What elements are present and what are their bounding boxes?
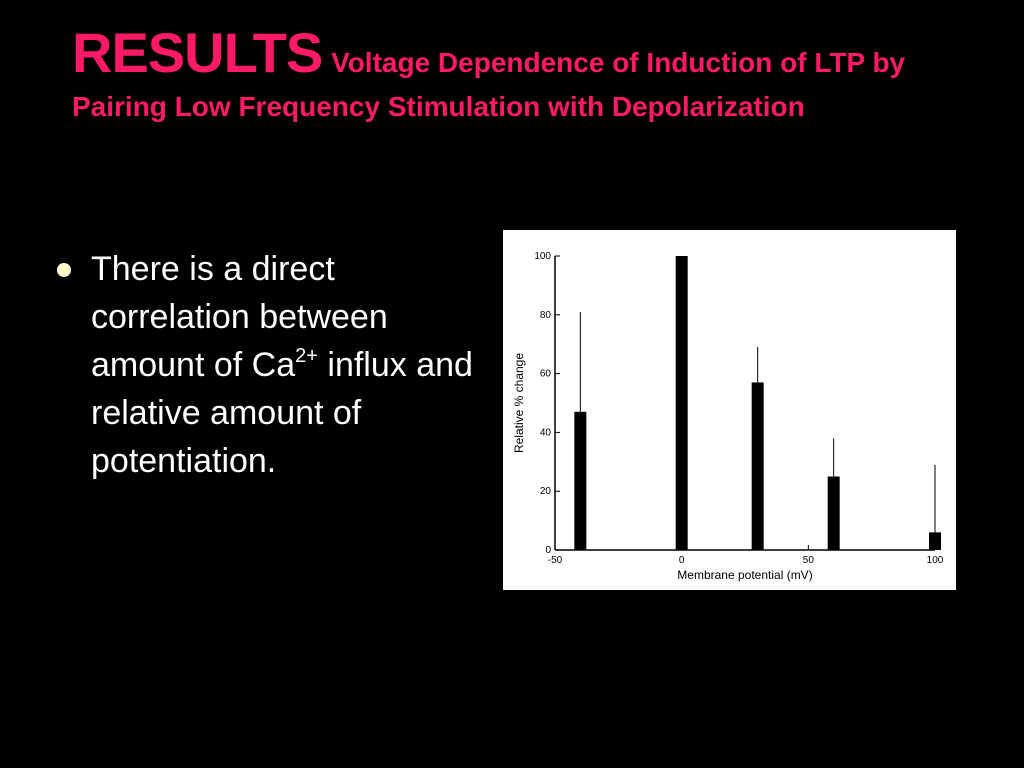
bullet-text-after: influx and relative amount of potentiati… <box>91 346 473 480</box>
bar <box>827 476 840 550</box>
x-axis-title: Membrane potential (mV) <box>677 568 812 582</box>
y-tick-label: 60 <box>540 369 552 380</box>
bullet-dot-icon <box>57 263 71 277</box>
slide-title-main: RESULTS <box>72 21 323 84</box>
x-tick-label: 0 <box>679 555 685 566</box>
bar <box>751 382 764 550</box>
slide-title-subtitle: Voltage Dependence of Induction of LTP b… <box>72 47 906 122</box>
chart-axes <box>554 255 936 551</box>
y-tick-label: 0 <box>545 545 551 556</box>
y-axis-title: Relative % change <box>512 353 526 453</box>
bullet-text-before: There is a direct correlation between am… <box>91 250 388 384</box>
bar <box>675 256 688 550</box>
x-tick-label: 100 <box>927 555 944 566</box>
x-tick-label: -50 <box>548 555 563 566</box>
x-tick-label: 50 <box>803 555 815 566</box>
bullet-list: There is a direct correlation between am… <box>55 245 475 485</box>
chart-panel: 0 20 40 60 80 100 -50 0 50 100 Membrane potential … <box>503 230 956 590</box>
y-tick-label: 20 <box>540 486 552 497</box>
bar <box>929 532 941 550</box>
slide-title: RESULTS Voltage Dependence of Induction … <box>72 22 972 129</box>
y-tick-label: 100 <box>534 251 551 262</box>
y-tick-label: 80 <box>540 310 552 321</box>
bullet-text-superscript: 2+ <box>295 345 318 367</box>
bullet-item: There is a direct correlation between am… <box>55 245 475 485</box>
y-tick-label: 40 <box>540 427 552 438</box>
chart-bars <box>574 256 941 550</box>
bar <box>574 411 587 550</box>
